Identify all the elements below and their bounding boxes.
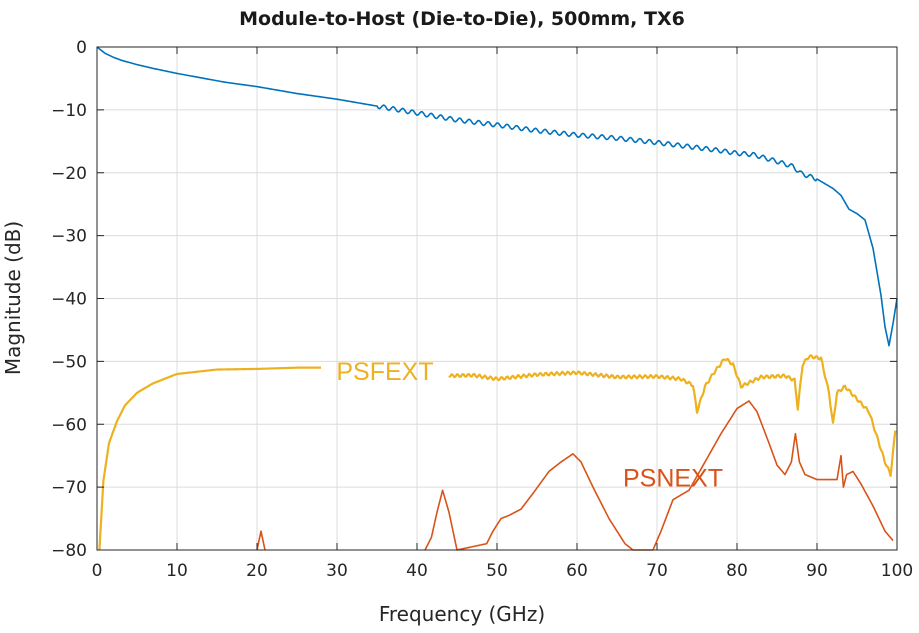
y-tick-label: −20 [51,164,87,184]
x-axis-label: Frequency (GHz) [379,602,545,626]
x-tick-label: 100 [881,561,913,581]
x-tick-label: 80 [726,561,748,581]
annotations: PSFEXT PSNEXT [336,358,723,493]
x-tick-label: 70 [646,561,668,581]
series-line-2 [448,354,897,478]
y-tick-label: −40 [51,290,87,310]
y-tick-label: 0 [76,38,87,58]
series-line-4 [256,530,266,551]
y-tick-label: −50 [51,352,87,372]
x-tick-label: 50 [486,561,508,581]
axis-ticks: 0 10 20 30 40 50 60 70 80 90 100 0 −10 −20 −30 −40 −50 −6… [51,38,913,581]
x-tick-label: 60 [566,561,588,581]
x-tick-label: 40 [406,561,428,581]
annotation-psfext: PSFEXT [336,358,433,386]
x-tick-label: 0 [92,561,103,581]
y-tick-label: −30 [51,227,87,247]
series-line-1 [98,366,321,551]
series-line-0 [96,46,898,347]
x-tick-label: 20 [246,561,268,581]
y-tick-label: −10 [51,101,87,121]
y-axis-label: Magnitude (dB) [1,221,25,375]
annotation-psnext: PSNEXT [623,465,723,493]
y-tick-label: −60 [51,415,87,435]
chart-title: Module-to-Host (Die-to-Die), 500mm, TX6 [239,8,685,30]
x-tick-label: 10 [166,561,188,581]
y-tick-label: −70 [51,478,87,498]
series-lines [96,46,898,551]
x-tick-label: 30 [326,561,348,581]
x-tick-label: 90 [806,561,828,581]
series-line-3 [424,400,894,551]
y-tick-label: −80 [51,541,87,561]
grid-lines [97,47,897,550]
